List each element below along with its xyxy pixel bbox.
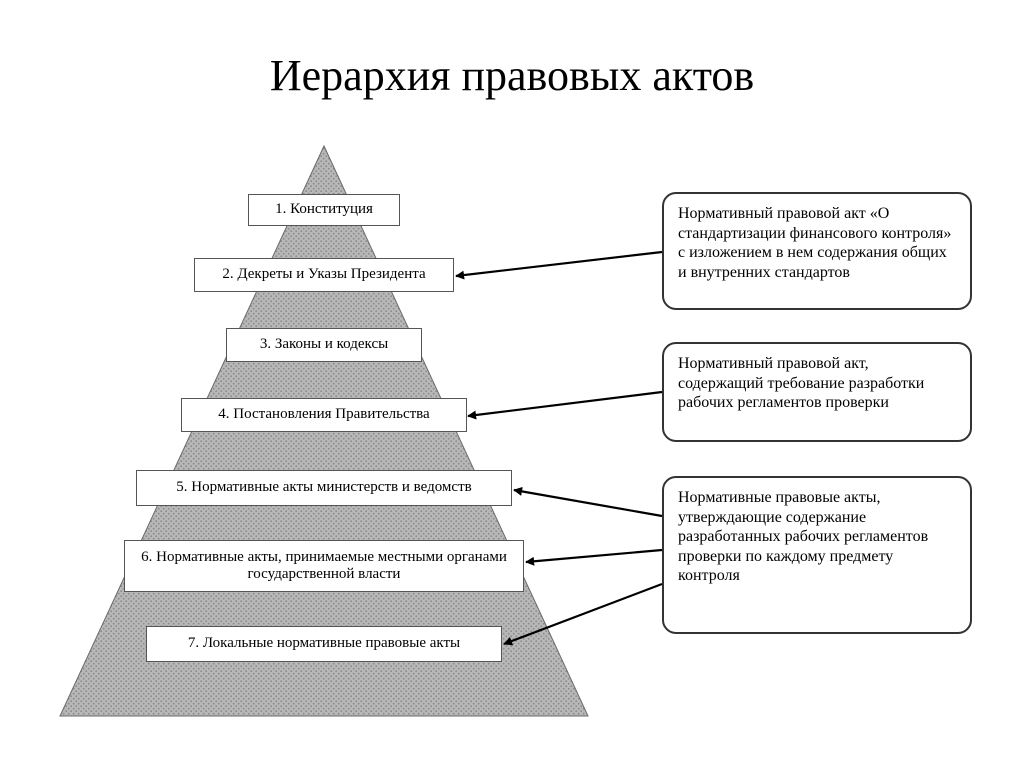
level-label: 5. Нормативные акты министерств и ведомс… bbox=[176, 479, 471, 496]
level-3: 3. Законы и кодексы bbox=[226, 328, 422, 362]
callout-text: Нормативные правовые акты, утверждающие … bbox=[678, 489, 928, 584]
level-label: 3. Законы и кодексы bbox=[260, 336, 388, 353]
callout-1: Нормативный правовой акт «О стандартизац… bbox=[662, 192, 972, 310]
level-2: 2. Декреты и Указы Президента bbox=[194, 258, 454, 292]
level-6: 6. Нормативные акты, принимаемые местным… bbox=[124, 540, 524, 592]
callout-text: Нормативный правовой акт, содержащий тре… bbox=[678, 355, 924, 411]
level-label: 2. Декреты и Указы Президента bbox=[222, 266, 425, 283]
level-4: 4. Постановления Правительства bbox=[181, 398, 467, 432]
level-1: 1. Конституция bbox=[248, 194, 400, 226]
level-label: 6. Нормативные акты, принимаемые местным… bbox=[131, 549, 517, 584]
callout-3: Нормативные правовые акты, утверждающие … bbox=[662, 476, 972, 634]
level-label: 4. Постановления Правительства bbox=[218, 406, 429, 423]
callout-text: Нормативный правовой акт «О стандартизац… bbox=[678, 205, 951, 281]
level-5: 5. Нормативные акты министерств и ведомс… bbox=[136, 470, 512, 506]
callout-2: Нормативный правовой акт, содержащий тре… bbox=[662, 342, 972, 442]
level-7: 7. Локальные нормативные правовые акты bbox=[146, 626, 502, 662]
level-label: 7. Локальные нормативные правовые акты bbox=[188, 635, 460, 652]
level-label: 1. Конституция bbox=[275, 201, 373, 218]
